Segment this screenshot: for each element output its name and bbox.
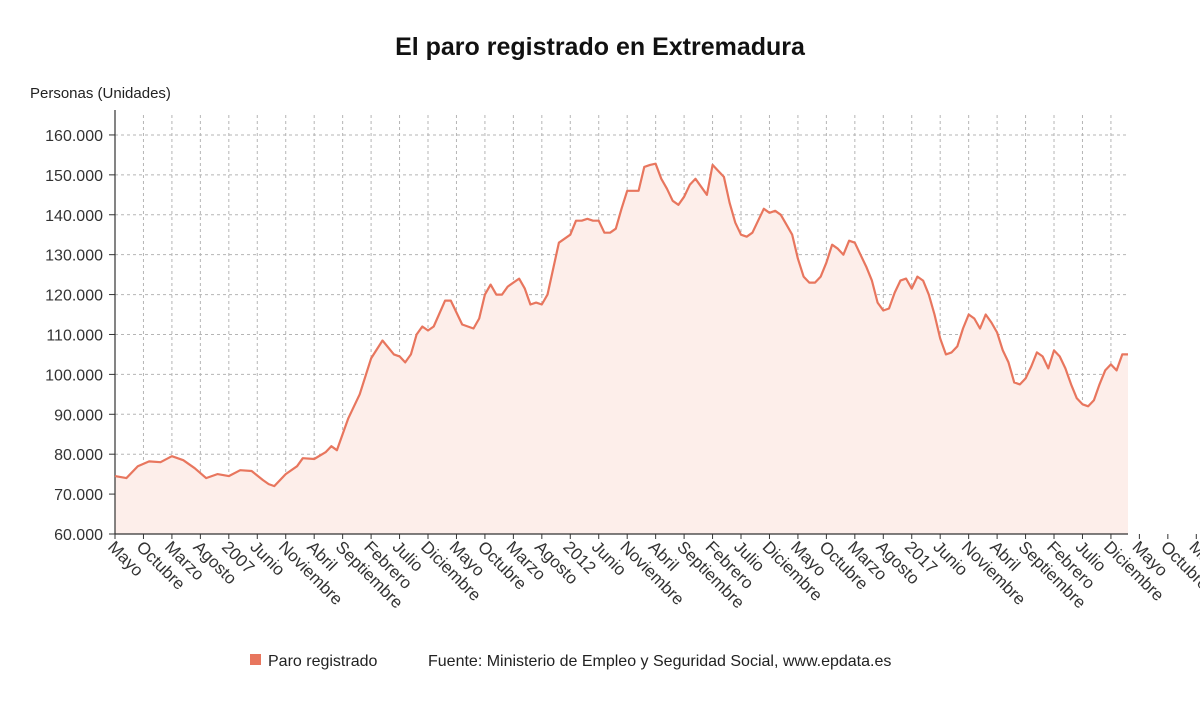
series-line-paro-registrado: [114, 162, 1128, 488]
y-tick-label: 60.000: [54, 527, 103, 544]
y-tick-label: 90.000: [54, 407, 103, 424]
x-tick-labels: MayoOctubreMarzoAgosto2007JunioNoviembre…: [104, 537, 1200, 612]
y-tick-label: 140.000: [45, 208, 103, 225]
area-fill: [115, 163, 1128, 534]
axes: [109, 110, 1197, 539]
legend-swatch: [250, 654, 261, 665]
y-tick-label: 120.000: [45, 288, 103, 305]
y-tick-label: 130.000: [45, 248, 103, 265]
legend-label: Paro registrado: [268, 653, 377, 670]
y-tick-labels: 60.000 70.000 80.000 90.000 100.000 110.000 12…: [45, 128, 103, 544]
y-tick-label: 150.000: [45, 168, 103, 185]
source-note: Fuente: Ministerio de Empleo y Seguridad…: [428, 653, 891, 670]
y-tick-label: 70.000: [54, 487, 103, 504]
chart-title: El paro registrado en Extremadura: [395, 33, 806, 61]
legend: Paro registrado: [250, 653, 377, 670]
y-tick-label: 160.000: [45, 128, 103, 145]
y-tick-label: 110.000: [46, 327, 103, 344]
y-tick-label: 100.000: [45, 367, 103, 384]
y-tick-label: 80.000: [54, 447, 103, 464]
y-axis-label: Personas (Unidades): [30, 85, 171, 102]
